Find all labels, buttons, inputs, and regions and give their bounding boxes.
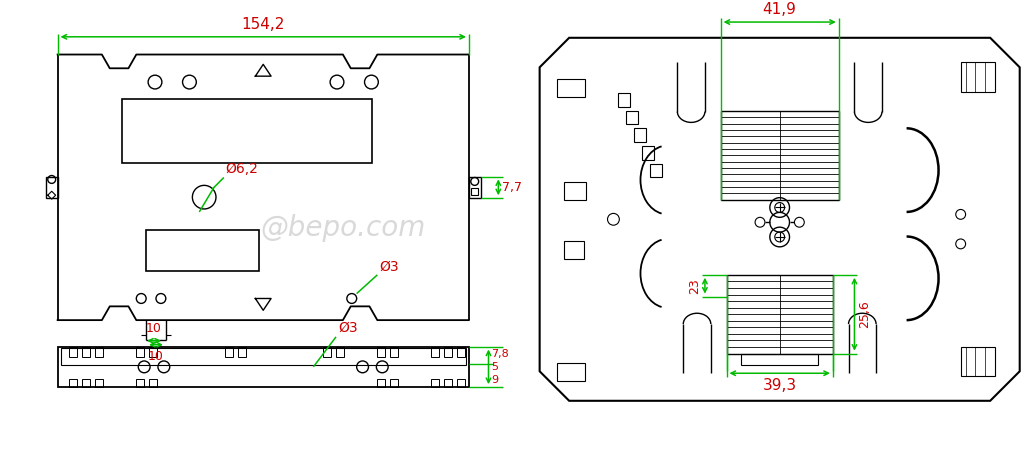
Bar	[469, 176, 481, 198]
Text: 25,6: 25,6	[859, 300, 871, 328]
Bar	[82, 347, 90, 357]
Bar	[557, 79, 585, 97]
Text: 39,3: 39,3	[762, 378, 797, 393]
Bar	[650, 164, 662, 177]
Text: 5: 5	[491, 362, 498, 372]
Bar	[726, 275, 833, 353]
Bar	[565, 182, 586, 200]
Text: 7,7: 7,7	[502, 181, 522, 194]
Bar	[444, 379, 452, 387]
Bar	[960, 347, 996, 376]
Bar	[58, 347, 469, 387]
Bar	[742, 353, 818, 365]
Bar	[237, 347, 246, 357]
Bar	[457, 379, 465, 387]
Text: 41,9: 41,9	[762, 2, 797, 17]
Text: 10: 10	[148, 350, 164, 363]
Text: 9: 9	[491, 375, 498, 385]
Bar	[391, 379, 398, 387]
Bar	[557, 363, 585, 381]
Text: 23: 23	[688, 278, 701, 294]
Bar	[69, 347, 78, 357]
Bar	[431, 379, 439, 387]
Bar	[225, 347, 233, 357]
Text: 10: 10	[146, 322, 162, 335]
Text: 154,2: 154,2	[241, 17, 285, 32]
Bar	[634, 128, 645, 142]
Text: Ø3: Ø3	[379, 260, 399, 274]
Bar	[721, 111, 839, 200]
Text: 7,8: 7,8	[491, 349, 509, 359]
Bar	[642, 146, 654, 160]
Bar	[149, 379, 157, 387]
Text: Ø6,2: Ø6,2	[226, 162, 259, 176]
Bar	[323, 347, 332, 357]
Bar	[149, 347, 157, 357]
Bar	[137, 347, 144, 357]
Bar	[146, 229, 259, 271]
Bar	[60, 348, 466, 365]
Bar	[46, 176, 58, 198]
Bar	[470, 188, 478, 195]
Bar	[444, 347, 452, 357]
Bar	[137, 379, 144, 387]
Bar	[69, 379, 78, 387]
Text: @bepo.com: @bepo.com	[260, 214, 426, 242]
Bar	[121, 99, 372, 163]
Bar	[457, 347, 465, 357]
Bar	[377, 347, 385, 357]
Bar	[82, 379, 90, 387]
Bar	[391, 347, 398, 357]
Bar	[431, 347, 439, 357]
Text: Ø3: Ø3	[338, 321, 357, 335]
Bar	[377, 379, 385, 387]
Bar	[95, 379, 103, 387]
Bar	[626, 110, 638, 124]
Bar	[960, 62, 996, 92]
Bar	[618, 93, 630, 107]
Bar	[95, 347, 103, 357]
Bar	[336, 347, 344, 357]
Bar	[565, 241, 584, 259]
